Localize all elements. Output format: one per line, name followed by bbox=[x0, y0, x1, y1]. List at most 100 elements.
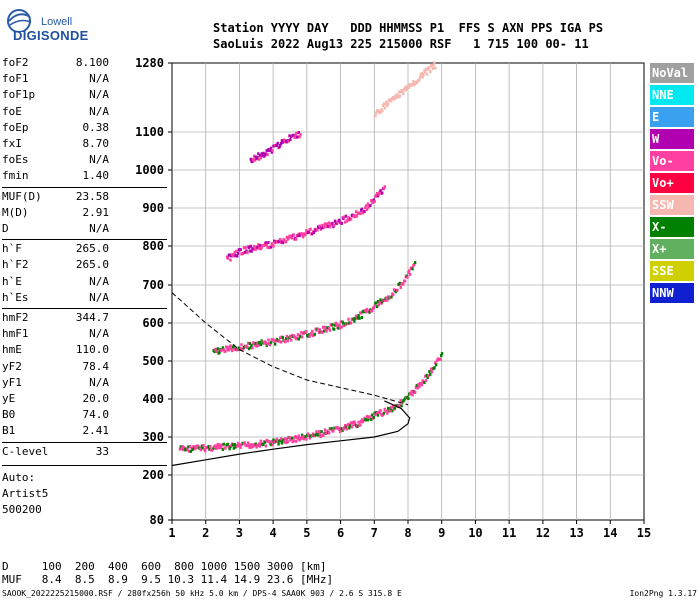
trace-point bbox=[335, 323, 338, 327]
param-value: N/A bbox=[89, 88, 109, 102]
trace-point bbox=[216, 442, 220, 446]
trace-point bbox=[220, 347, 224, 351]
trace-point bbox=[236, 441, 240, 445]
trace-point bbox=[273, 342, 277, 346]
trace-point bbox=[317, 226, 321, 230]
param-label: foEs bbox=[2, 153, 29, 167]
trace-point bbox=[327, 224, 330, 228]
param-label: D bbox=[2, 222, 9, 235]
trace-point bbox=[274, 439, 278, 443]
trace-point bbox=[240, 343, 243, 347]
trace-point bbox=[390, 98, 393, 102]
trace-point bbox=[439, 357, 442, 361]
trace-point bbox=[398, 281, 402, 285]
trace-point bbox=[326, 429, 329, 433]
trace-point bbox=[259, 156, 263, 160]
trace-point bbox=[270, 440, 274, 444]
file-info-footer: SAOOK_2022225215000.RSF / 280fx256h 50 k… bbox=[2, 589, 402, 598]
trace-point bbox=[214, 444, 217, 448]
trace-point bbox=[234, 254, 237, 258]
param-row-fof2: foF2 8.100 bbox=[2, 56, 109, 72]
trace-point bbox=[288, 134, 291, 138]
trace-point bbox=[182, 448, 185, 452]
x-tick-label: 9 bbox=[438, 526, 445, 540]
param-label: C-level bbox=[2, 444, 49, 458]
trace-point bbox=[347, 422, 350, 426]
trace-point bbox=[382, 411, 386, 415]
trace-point bbox=[428, 66, 431, 70]
trace-point bbox=[252, 157, 255, 161]
trace-point bbox=[298, 234, 301, 238]
trace-point bbox=[239, 445, 242, 449]
trace-point bbox=[256, 245, 259, 249]
param-value: N/A bbox=[89, 274, 109, 288]
param-value: 8.100 bbox=[75, 56, 109, 69]
param-value: 0.38 bbox=[82, 120, 110, 134]
trace-point bbox=[254, 247, 257, 251]
param-value: 20.0 bbox=[82, 392, 110, 405]
trace-point bbox=[229, 258, 232, 262]
trace-point bbox=[360, 418, 364, 422]
trace-point bbox=[340, 221, 343, 225]
legend-item-nne: NNE bbox=[650, 85, 694, 105]
trace-point bbox=[312, 231, 316, 235]
trace-point bbox=[361, 211, 365, 215]
trace-point bbox=[246, 444, 249, 448]
trace-point bbox=[283, 138, 286, 142]
trace-point bbox=[250, 343, 253, 347]
param-row-hme: hmE 110.0 bbox=[2, 343, 109, 359]
trace-point bbox=[271, 443, 274, 447]
trace-point bbox=[393, 406, 397, 410]
trace-point bbox=[300, 331, 303, 335]
trace-point bbox=[372, 306, 375, 310]
trace-point bbox=[222, 348, 225, 352]
trace-point bbox=[268, 440, 271, 444]
trace-point bbox=[320, 430, 323, 434]
trace-point bbox=[375, 193, 378, 197]
trace-point bbox=[280, 441, 284, 445]
trace-point bbox=[408, 272, 412, 276]
trace-point bbox=[232, 344, 236, 348]
legend-item-x: X+ bbox=[650, 239, 694, 259]
lowell-logo: Lowell DIGISONDE bbox=[3, 6, 88, 46]
param-row-fmin: fmin 1.40 bbox=[2, 169, 109, 185]
trace-point bbox=[246, 346, 249, 350]
trace-point bbox=[311, 232, 314, 236]
trace-point bbox=[254, 442, 257, 446]
trace-point bbox=[365, 415, 369, 419]
x-tick-label: 13 bbox=[569, 526, 583, 540]
trace-point bbox=[333, 219, 337, 223]
param-row-mufd: MUF(D) 23.58 bbox=[2, 190, 109, 206]
trace-point bbox=[379, 298, 382, 302]
trace-point bbox=[340, 427, 343, 431]
auto-line: 500200 bbox=[2, 502, 42, 516]
param-label: foF1p bbox=[2, 88, 36, 102]
trace-point bbox=[257, 444, 260, 448]
param-label: foF1 bbox=[2, 72, 29, 86]
trace-point bbox=[227, 445, 231, 449]
legend-item-vo: Vo- bbox=[650, 151, 694, 171]
trace-point bbox=[376, 194, 380, 198]
trace-point bbox=[355, 214, 359, 218]
trace-point bbox=[426, 376, 429, 380]
trace-point bbox=[188, 449, 191, 453]
param-value: N/A bbox=[89, 290, 109, 304]
trace-point bbox=[435, 359, 439, 363]
trace-point bbox=[327, 431, 331, 435]
muf-distance-row: D 100 200 400 600 800 1000 1500 3000 [km… bbox=[2, 560, 327, 573]
trace-point bbox=[410, 389, 413, 393]
trace-point bbox=[239, 248, 242, 252]
trace-point bbox=[365, 310, 368, 314]
trace-point bbox=[308, 436, 311, 440]
trace-point bbox=[377, 192, 381, 196]
panel-separator bbox=[2, 308, 167, 309]
trace-point bbox=[269, 443, 273, 447]
trace-point bbox=[382, 186, 386, 190]
trace-point bbox=[307, 333, 311, 337]
trace-point bbox=[236, 254, 239, 258]
param-label: foE bbox=[2, 104, 22, 118]
trace-point bbox=[226, 442, 230, 446]
trace-point bbox=[256, 341, 259, 345]
trace-point bbox=[231, 443, 235, 447]
trace-point bbox=[320, 226, 323, 230]
